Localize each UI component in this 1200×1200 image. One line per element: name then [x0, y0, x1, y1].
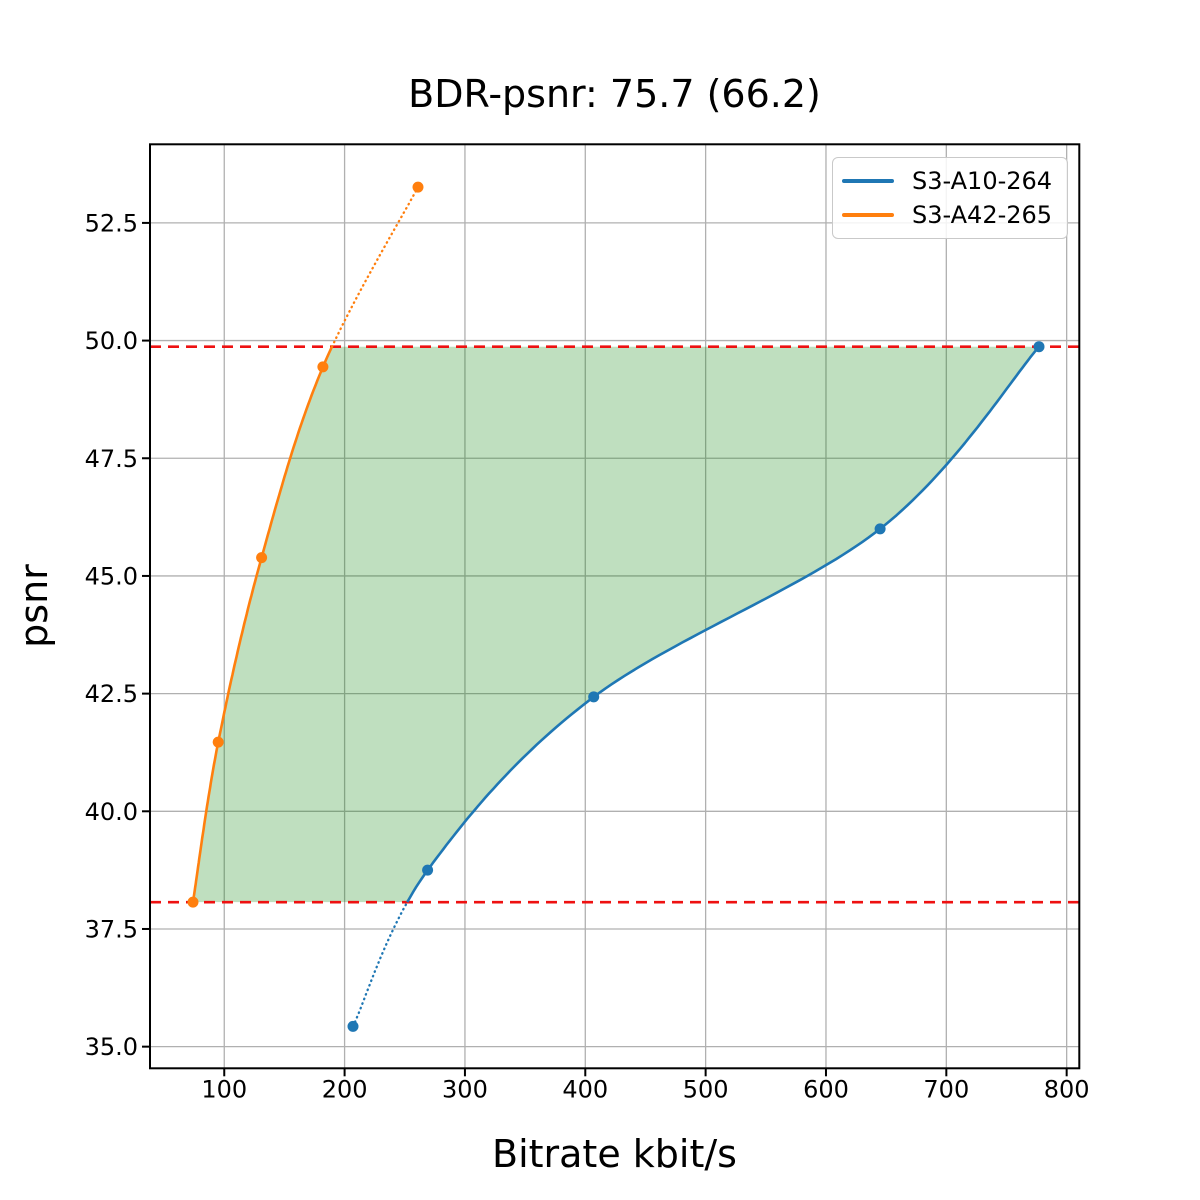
legend-line-sample-blue [842, 179, 894, 183]
curve-solid-S3-A42-265 [191, 346, 334, 903]
data-point-S3-A42-265 [256, 552, 268, 564]
y-tick-label: 52.5 [85, 209, 138, 237]
x-tick-label: 600 [803, 1075, 849, 1103]
x-tick-label: 200 [322, 1075, 368, 1103]
y-tick-label: 45.0 [85, 562, 138, 590]
legend-label: S3-A10-264 [912, 167, 1053, 195]
curve-dotted-S3-A42-265 [330, 185, 420, 348]
y-tick-label: 50.0 [85, 327, 138, 355]
data-point-S3-A42-265 [212, 736, 224, 748]
y-axis-label: psnr [12, 564, 56, 648]
x-tick-label: 700 [923, 1075, 969, 1103]
curve-solid-S3-A10-264 [406, 345, 1040, 903]
axis-ticks-and-labels: 100 200 300 400 500 600 700 800 35.0 37.5 40.0 42.5… [85, 209, 1090, 1103]
y-tick-label: 37.5 [85, 915, 138, 943]
x-axis-label: Bitrate kbit/s [492, 1132, 737, 1176]
y-tick-label: 40.0 [85, 798, 138, 826]
x-tick-label: 800 [1044, 1075, 1090, 1103]
legend-item-s3-a10-264: S3-A10-264 [842, 164, 1067, 198]
plot-border [149, 143, 1081, 1070]
data-point-S3-A42-265 [187, 896, 199, 908]
legend-item-s3-a42-265: S3-A42-265 [842, 198, 1067, 232]
data-point-S3-A10-264 [588, 691, 600, 703]
y-tick-label: 42.5 [85, 680, 138, 708]
data-point-S3-A42-265 [412, 181, 424, 193]
shaded-bd-area [193, 346, 1039, 903]
x-tick-label: 500 [683, 1075, 729, 1103]
legend: S3-A10-264 S3-A42-265 [832, 157, 1068, 239]
y-tick-label: 47.5 [85, 445, 138, 473]
data-point-markers [187, 181, 1045, 1032]
data-point-S3-A42-265 [317, 361, 329, 373]
data-point-S3-A10-264 [347, 1020, 359, 1032]
bd-overlap-region [193, 346, 1039, 903]
series-solid-curves [191, 345, 1040, 903]
data-point-S3-A10-264 [422, 864, 434, 876]
y-tick-label: 35.0 [85, 1033, 138, 1061]
legend-line-sample-orange [842, 213, 894, 217]
data-point-S3-A10-264 [874, 523, 886, 535]
x-tick-label: 400 [562, 1075, 608, 1103]
axes-spines [149, 143, 1081, 1070]
curve-dotted-S3-A10-264 [351, 900, 409, 1028]
legend-label: S3-A42-265 [912, 201, 1053, 229]
chart-title: BDR-psnr: 75.7 (66.2) [408, 72, 821, 116]
x-tick-label: 100 [201, 1075, 247, 1103]
data-point-S3-A10-264 [1033, 341, 1045, 353]
grid-lines [150, 144, 1080, 1069]
x-tick-label: 300 [442, 1075, 488, 1103]
overlap-bound-lines [150, 345, 1080, 904]
